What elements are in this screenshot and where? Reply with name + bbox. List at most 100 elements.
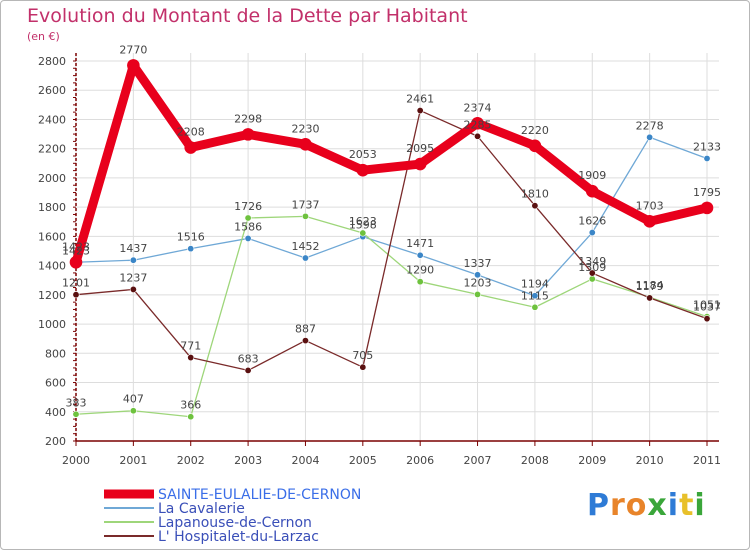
data-point bbox=[301, 337, 309, 345]
data-label: 1452 bbox=[291, 240, 319, 253]
data-point bbox=[301, 212, 309, 220]
data-label: 1795 bbox=[693, 186, 721, 199]
y-tick-label: 200 bbox=[45, 435, 66, 448]
data-label: 1179 bbox=[636, 280, 664, 293]
data-label: 683 bbox=[238, 352, 259, 365]
data-label: 1194 bbox=[521, 278, 549, 291]
data-label: 2770 bbox=[119, 43, 147, 56]
data-label: 1623 bbox=[349, 215, 377, 228]
data-label: 705 bbox=[352, 349, 373, 362]
data-point bbox=[299, 138, 312, 151]
series-line-3 bbox=[75, 109, 708, 372]
data-label: 366 bbox=[180, 399, 201, 412]
data-label: 2285 bbox=[464, 118, 492, 131]
legend-label-1: La Cavalerie bbox=[158, 501, 245, 517]
data-label: 2220 bbox=[521, 124, 549, 137]
y-tick-label: 2600 bbox=[38, 84, 66, 97]
data-point bbox=[528, 139, 542, 153]
chart-subtitle: (en €) bbox=[27, 30, 60, 43]
data-label: 1115 bbox=[521, 289, 549, 302]
data-label: 1349 bbox=[578, 255, 606, 268]
y-tick-label: 2000 bbox=[38, 172, 66, 185]
y-tick-label: 2200 bbox=[38, 143, 66, 156]
data-point bbox=[72, 291, 80, 299]
data-label: 1726 bbox=[234, 200, 262, 213]
data-point bbox=[72, 410, 80, 418]
y-tick-label: 1800 bbox=[38, 201, 66, 214]
data-point bbox=[356, 163, 370, 177]
x-tick-label: 2004 bbox=[291, 454, 319, 467]
data-point bbox=[531, 292, 539, 300]
data-label: 1201 bbox=[62, 277, 90, 290]
x-tick-label: 2009 bbox=[578, 454, 606, 467]
data-label: 2095 bbox=[406, 142, 434, 155]
data-point bbox=[474, 271, 482, 279]
logo-letter: t bbox=[679, 488, 695, 523]
data-label: 1598 bbox=[349, 219, 377, 232]
data-point bbox=[69, 255, 83, 269]
x-tick-label: 2005 bbox=[349, 454, 377, 467]
data-label: 1586 bbox=[234, 220, 262, 233]
data-point bbox=[588, 275, 596, 283]
y-tick-label: 400 bbox=[45, 406, 66, 419]
logo-letter: x bbox=[647, 488, 668, 523]
logo-letter: i bbox=[667, 488, 680, 523]
data-point bbox=[646, 294, 654, 302]
proxiti-logo: Proxiti bbox=[587, 488, 706, 523]
data-label: 1309 bbox=[578, 261, 606, 274]
logo-letter: o bbox=[625, 488, 648, 523]
x-tick-label: 2003 bbox=[234, 454, 262, 467]
data-label: 771 bbox=[180, 340, 201, 353]
data-point bbox=[184, 141, 198, 154]
data-point bbox=[359, 229, 367, 237]
y-tick-label: 1200 bbox=[38, 289, 66, 302]
data-label: 383 bbox=[66, 396, 87, 409]
data-label: 1037 bbox=[693, 301, 721, 314]
data-label: 1626 bbox=[578, 215, 606, 228]
data-label: 407 bbox=[123, 393, 144, 406]
data-point bbox=[703, 154, 711, 162]
data-label: 1290 bbox=[406, 264, 434, 277]
data-label: 887 bbox=[295, 323, 316, 336]
data-point bbox=[416, 107, 424, 115]
data-label: 1810 bbox=[521, 188, 549, 201]
data-point bbox=[588, 229, 596, 237]
legend-label-0: SAINTE-EULALIE-DE-CERNON bbox=[158, 487, 361, 503]
legend-label-3: L' Hospitalet-du-Larzac bbox=[158, 529, 319, 545]
data-point bbox=[129, 256, 137, 264]
data-point bbox=[187, 245, 195, 253]
data-label: 2374 bbox=[464, 101, 492, 114]
data-point bbox=[244, 214, 252, 222]
data-label: 1051 bbox=[693, 299, 721, 312]
data-point bbox=[474, 132, 482, 140]
data-label: 1423 bbox=[62, 244, 90, 257]
series-line-1 bbox=[75, 136, 708, 297]
data-label: 1237 bbox=[119, 271, 147, 284]
x-tick-label: 2006 bbox=[406, 454, 434, 467]
data-point bbox=[471, 116, 484, 130]
data-label: 1184 bbox=[636, 279, 664, 292]
data-label: 1703 bbox=[636, 199, 664, 212]
label-layer: 1423 1437 1516 1586 1452 1598 1471 1337 1194 1626… bbox=[62, 43, 721, 411]
series-line-0 bbox=[71, 60, 712, 267]
data-label: 1516 bbox=[177, 231, 205, 244]
y-tick-label: 2400 bbox=[38, 113, 66, 126]
grid-layer bbox=[75, 53, 719, 442]
data-point bbox=[588, 269, 596, 277]
data-label: 2230 bbox=[291, 122, 319, 135]
data-point bbox=[359, 363, 367, 371]
y-tick-label: 2800 bbox=[38, 55, 66, 68]
logo-letter: r bbox=[610, 488, 626, 523]
x-tick-label: 2007 bbox=[464, 454, 492, 467]
data-label: 2298 bbox=[234, 112, 262, 125]
chart-title: Evolution du Montant de la Dette par Hab… bbox=[27, 5, 468, 27]
series-layer bbox=[69, 59, 714, 421]
data-point bbox=[416, 251, 424, 259]
series-line-2 bbox=[75, 215, 708, 418]
data-label: 1471 bbox=[406, 237, 434, 250]
x-tick-label: 2002 bbox=[177, 454, 205, 467]
data-point bbox=[413, 157, 427, 171]
data-label: 2053 bbox=[349, 148, 377, 161]
